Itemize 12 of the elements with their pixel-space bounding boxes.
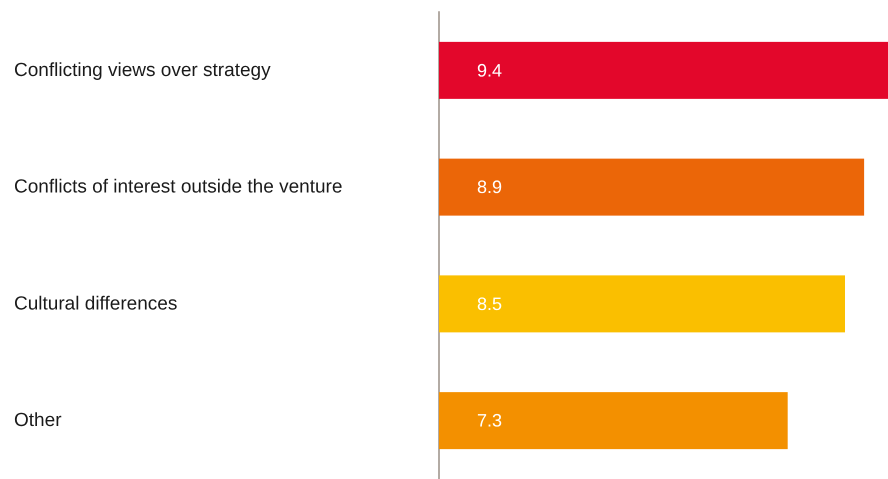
bar xyxy=(439,392,788,450)
bar xyxy=(439,42,888,99)
bar xyxy=(439,275,846,332)
y-tick-label: Other xyxy=(14,410,62,432)
y-tick-label: Conflicting views over strategy xyxy=(14,60,272,81)
data-label: 8.9 xyxy=(477,177,502,198)
data-label: 8.5 xyxy=(477,294,502,314)
y-tick-label: Conflicts of interest outside the venture xyxy=(14,176,342,198)
bar xyxy=(439,158,864,216)
y-tick-label: Cultural differences xyxy=(14,293,178,314)
data-label: 7.3 xyxy=(477,410,502,431)
data-label: 9.4 xyxy=(477,60,502,80)
